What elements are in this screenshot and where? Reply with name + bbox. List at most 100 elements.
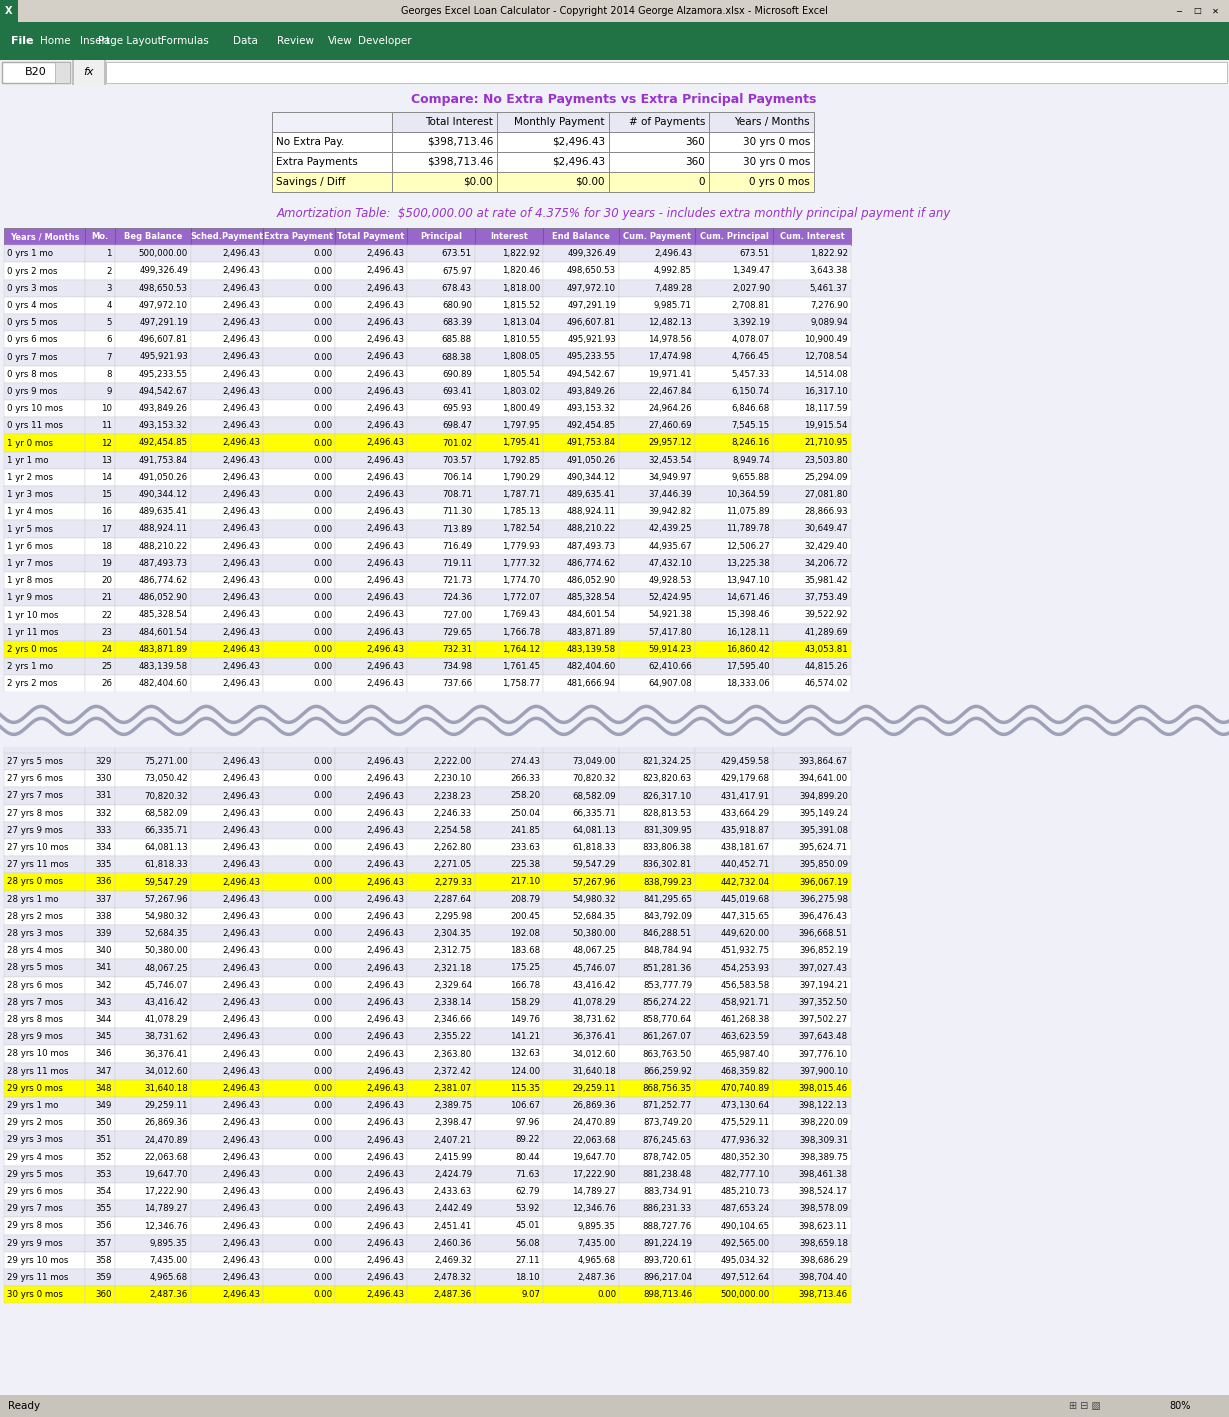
Text: 494,542.67: 494,542.67	[139, 387, 188, 395]
Text: 2,496.43: 2,496.43	[222, 266, 261, 275]
Bar	[190, 1217, 263, 1234]
Bar	[263, 555, 336, 572]
Bar	[407, 469, 474, 486]
Text: 75,271.00: 75,271.00	[144, 757, 188, 767]
Bar	[407, 332, 474, 349]
Bar	[696, 366, 773, 383]
Bar	[474, 452, 543, 469]
Bar	[190, 279, 263, 296]
Text: 29 yrs 1 mo: 29 yrs 1 mo	[7, 1101, 58, 1110]
Bar	[543, 315, 619, 332]
Text: 30 yrs 0 mos: 30 yrs 0 mos	[742, 137, 810, 147]
Bar	[85, 1217, 116, 1234]
Text: 698.47: 698.47	[442, 421, 472, 431]
Text: 2,496.43: 2,496.43	[222, 1118, 261, 1128]
Text: 29 yrs 2 mos: 29 yrs 2 mos	[7, 1118, 63, 1128]
Bar	[407, 383, 474, 400]
Text: 29,259.11: 29,259.11	[573, 1084, 616, 1093]
Bar	[543, 1217, 619, 1234]
Text: 250.04: 250.04	[510, 809, 540, 818]
Text: 2,433.63: 2,433.63	[434, 1187, 472, 1196]
Text: 0.00: 0.00	[313, 792, 332, 801]
Bar	[610, 132, 709, 152]
Bar	[116, 1149, 190, 1166]
Bar	[619, 1097, 696, 1114]
Text: 2,496.43: 2,496.43	[222, 1152, 261, 1162]
Bar	[474, 942, 543, 959]
Text: B20: B20	[25, 67, 47, 77]
Bar	[696, 1029, 773, 1046]
Bar	[619, 400, 696, 417]
Bar	[497, 171, 610, 191]
Bar	[543, 245, 619, 262]
Bar	[407, 1251, 474, 1270]
Bar	[696, 503, 773, 520]
Text: 333: 333	[96, 826, 112, 835]
Text: 11,789.78: 11,789.78	[726, 524, 771, 533]
Bar	[619, 262, 696, 279]
Bar	[272, 132, 392, 152]
Bar	[696, 1131, 773, 1149]
Text: 28 yrs 10 mos: 28 yrs 10 mos	[7, 1050, 69, 1058]
Bar	[619, 839, 696, 856]
Text: 848,784.94: 848,784.94	[643, 947, 692, 955]
Bar	[85, 262, 116, 279]
Text: 0.00: 0.00	[313, 300, 332, 310]
Text: 20: 20	[101, 577, 112, 585]
Text: 398,015.46: 398,015.46	[799, 1084, 848, 1093]
Bar	[336, 366, 407, 383]
Text: 2,487.36: 2,487.36	[150, 1291, 188, 1299]
Bar	[407, 1029, 474, 1046]
Text: 2,469.32: 2,469.32	[434, 1255, 472, 1265]
Bar	[543, 993, 619, 1010]
Text: 491,753.84: 491,753.84	[567, 438, 616, 448]
Text: 1,820.46: 1,820.46	[501, 266, 540, 275]
Text: 2,496.43: 2,496.43	[222, 283, 261, 293]
Text: Total Payment: Total Payment	[337, 232, 404, 241]
Text: 354: 354	[96, 1187, 112, 1196]
Text: 823,820.63: 823,820.63	[643, 774, 692, 784]
Text: 2,496.43: 2,496.43	[222, 404, 261, 414]
Text: 346: 346	[96, 1050, 112, 1058]
Text: 2,496.43: 2,496.43	[366, 964, 404, 972]
Bar	[190, 262, 263, 279]
Bar	[407, 262, 474, 279]
Bar	[696, 1234, 773, 1251]
Text: 483,139.58: 483,139.58	[567, 645, 616, 653]
Text: 1,769.43: 1,769.43	[501, 611, 540, 619]
Bar	[263, 942, 336, 959]
Bar	[543, 1200, 619, 1217]
Bar	[696, 771, 773, 788]
Text: Developer: Developer	[358, 35, 412, 45]
Text: 115.35: 115.35	[510, 1084, 540, 1093]
Bar	[116, 332, 190, 349]
Text: 2,496.43: 2,496.43	[366, 387, 404, 395]
Text: 703.57: 703.57	[442, 456, 472, 465]
Bar	[190, 486, 263, 503]
Bar	[392, 112, 497, 132]
Text: 343: 343	[96, 998, 112, 1007]
Text: 2,496.43: 2,496.43	[222, 757, 261, 767]
Text: 3: 3	[107, 283, 112, 293]
Text: 487,653.24: 487,653.24	[720, 1204, 771, 1213]
Text: 0 yrs 9 mos: 0 yrs 9 mos	[7, 387, 58, 395]
Bar	[190, 1183, 263, 1200]
Bar	[116, 1114, 190, 1131]
Bar	[4, 640, 85, 657]
Text: 68,582.09: 68,582.09	[573, 792, 616, 801]
Text: 7,435.00: 7,435.00	[578, 1238, 616, 1248]
Bar	[407, 417, 474, 435]
Text: Interest: Interest	[490, 232, 528, 241]
Bar	[474, 744, 543, 752]
Text: 1,761.45: 1,761.45	[501, 662, 540, 672]
Bar	[619, 623, 696, 640]
Bar	[190, 1200, 263, 1217]
Bar	[407, 657, 474, 674]
Text: $398,713.46: $398,713.46	[426, 137, 493, 147]
Text: 2,496.43: 2,496.43	[366, 524, 404, 533]
Bar	[407, 640, 474, 657]
Text: 486,774.62: 486,774.62	[567, 558, 616, 568]
Text: 28 yrs 2 mos: 28 yrs 2 mos	[7, 913, 63, 921]
Text: 14,789.27: 14,789.27	[573, 1187, 616, 1196]
Bar	[4, 1114, 85, 1131]
